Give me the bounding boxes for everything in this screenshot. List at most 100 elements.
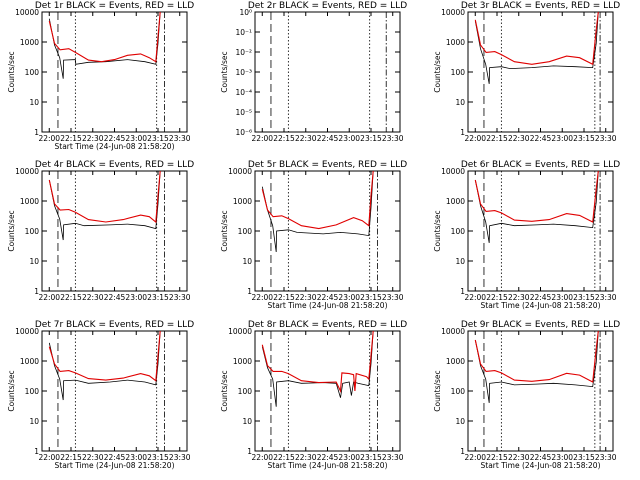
- x-tick-label: 22:15: [486, 134, 508, 143]
- y-tick-label: 1000: [20, 357, 39, 366]
- panel-title: Det 4r BLACK = Events, RED = LLD: [35, 160, 194, 170]
- x-tick-label: 22:00: [251, 453, 273, 462]
- x-tick-label: 22:00: [38, 453, 60, 462]
- y-axis-label: Counts/sec: [7, 210, 16, 251]
- y-axis-label: Counts/sec: [7, 51, 16, 92]
- y-tick-label: 10000: [441, 167, 465, 176]
- x-axis-label: Start Time (24-Jun-08 21:58:20): [268, 301, 388, 310]
- x-tick-label: 22:00: [251, 293, 273, 302]
- y-axis-label: Counts/sec: [433, 51, 442, 92]
- y-tick-label: 10⁻²: [235, 48, 252, 57]
- y-tick-label: 100: [451, 387, 466, 396]
- y-tick-label: 10⁻¹: [235, 28, 252, 37]
- x-tick-label: 22:45: [317, 293, 339, 302]
- x-tick-label: 22:45: [530, 453, 552, 462]
- series-line-lld: [474, 170, 599, 223]
- y-tick-label: 100: [25, 387, 40, 396]
- x-axis-label: Start Time (24-Jun-08 21:58:20): [268, 461, 388, 470]
- x-tick-label: 23:30: [595, 134, 617, 143]
- panel-title: Det 1r BLACK = Events, RED = LLD: [35, 1, 194, 11]
- x-tick-label: 22:15: [60, 134, 82, 143]
- series-line-lld: [48, 330, 161, 382]
- y-tick-label: 1: [247, 447, 252, 456]
- y-axis-label: Counts/sec: [433, 370, 442, 411]
- series-line-events: [261, 330, 374, 407]
- y-tick-label: 10: [29, 417, 39, 426]
- x-tick-label: 22:30: [295, 293, 317, 302]
- y-tick-label: 1000: [20, 38, 39, 47]
- x-tick-label: 23:15: [573, 453, 595, 462]
- x-tick-label: 22:30: [508, 453, 530, 462]
- series-line-events: [261, 170, 374, 253]
- x-tick-label: 23:00: [125, 453, 147, 462]
- y-tick-label: 10⁻⁵: [235, 108, 252, 117]
- y-tick-label: 1: [460, 447, 465, 456]
- y-tick-label: 100: [25, 68, 40, 77]
- y-tick-label: 100: [25, 227, 40, 236]
- x-axis-label: Start Time (24-Jun-08 21:58:20): [55, 142, 175, 151]
- x-tick-label: 23:00: [551, 293, 573, 302]
- x-tick-label: 22:45: [530, 134, 552, 143]
- x-tick-label: 23:00: [125, 293, 147, 302]
- x-tick-label: 23:00: [338, 453, 360, 462]
- y-tick-label: 10: [29, 257, 39, 266]
- x-tick-label: 22:30: [295, 134, 317, 143]
- x-tick-label: 23:00: [338, 293, 360, 302]
- y-tick-label: 1: [460, 128, 465, 137]
- series-line-lld: [474, 330, 599, 383]
- x-tick-label: 22:00: [464, 293, 486, 302]
- x-tick-label: 23:30: [169, 293, 191, 302]
- y-tick-label: 1: [34, 287, 39, 296]
- series-line-lld: [474, 11, 599, 66]
- x-tick-label: 22:30: [508, 134, 530, 143]
- series-line-events: [48, 170, 161, 241]
- y-tick-label: 100: [451, 227, 466, 236]
- x-axis-label: Start Time (24-Jun-08 21:58:20): [481, 461, 601, 470]
- y-tick-label: 10⁻⁶: [235, 128, 252, 137]
- x-tick-label: 22:45: [317, 134, 339, 143]
- y-tick-label: 10: [455, 98, 465, 107]
- panel-title: Det 6r BLACK = Events, RED = LLD: [461, 160, 620, 170]
- x-tick-label: 23:30: [595, 293, 617, 302]
- panel-grid: Det 1r BLACK = Events, RED = LLD 22:00 22:…: [7, 1, 620, 470]
- x-tick-label: 22:45: [104, 293, 126, 302]
- panel-title: Det 3r BLACK = Events, RED = LLD: [461, 1, 620, 11]
- x-tick-label: 23:30: [382, 134, 404, 143]
- y-tick-label: 1000: [233, 197, 252, 206]
- y-axis-label: Counts/sec: [220, 51, 229, 92]
- x-tick-label: 22:15: [60, 293, 82, 302]
- x-tick-label: 23:30: [169, 453, 191, 462]
- y-tick-label: 10⁰: [239, 8, 252, 17]
- x-tick-label: 23:15: [573, 293, 595, 302]
- panel-title: Det 9r BLACK = Events, RED = LLD: [461, 320, 620, 330]
- y-tick-label: 10000: [441, 8, 465, 17]
- y-tick-label: 100: [238, 387, 253, 396]
- y-tick-label: 1: [34, 447, 39, 456]
- y-tick-label: 10: [242, 257, 252, 266]
- y-tick-label: 1000: [233, 357, 252, 366]
- y-axis-label: Counts/sec: [433, 210, 442, 251]
- x-tick-label: 23:15: [147, 134, 169, 143]
- series-line-events: [48, 330, 161, 401]
- x-tick-label: 23:00: [125, 134, 147, 143]
- y-tick-label: 100: [451, 68, 466, 77]
- x-tick-label: 23:15: [360, 293, 382, 302]
- x-axis-label: Start Time (24-Jun-08 21:58:20): [481, 301, 601, 310]
- y-tick-label: 10000: [228, 327, 252, 336]
- x-tick-label: 22:45: [104, 453, 126, 462]
- y-tick-label: 10: [455, 417, 465, 426]
- y-tick-label: 10: [455, 257, 465, 266]
- x-tick-label: 22:30: [295, 453, 317, 462]
- y-tick-label: 1000: [446, 197, 465, 206]
- y-axis-label: Counts/sec: [220, 370, 229, 411]
- y-tick-label: 100: [238, 227, 253, 236]
